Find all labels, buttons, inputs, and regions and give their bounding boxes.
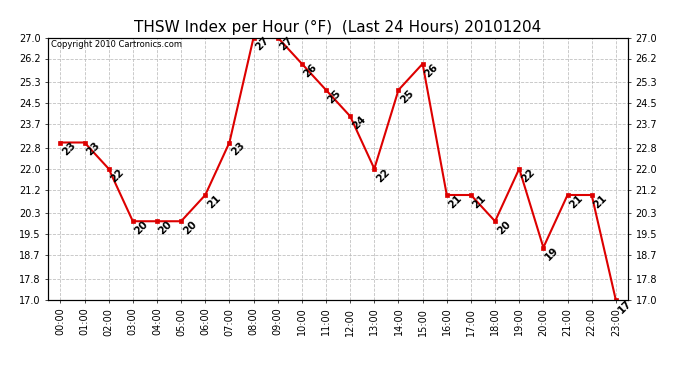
Text: 22: 22	[108, 167, 126, 184]
Text: 25: 25	[326, 88, 343, 105]
Text: 26: 26	[302, 62, 319, 79]
Text: 21: 21	[471, 193, 488, 210]
Text: 26: 26	[422, 62, 440, 79]
Text: 17: 17	[615, 298, 633, 315]
Text: 22: 22	[374, 167, 391, 184]
Text: 27: 27	[277, 35, 295, 53]
Text: 20: 20	[157, 219, 174, 237]
Title: THSW Index per Hour (°F)  (Last 24 Hours) 20101204: THSW Index per Hour (°F) (Last 24 Hours)…	[135, 20, 542, 35]
Text: 23: 23	[84, 141, 101, 158]
Text: Copyright 2010 Cartronics.com: Copyright 2010 Cartronics.com	[51, 40, 182, 49]
Text: 20: 20	[132, 219, 150, 237]
Text: 25: 25	[398, 88, 415, 105]
Text: 19: 19	[543, 246, 560, 263]
Text: 23: 23	[229, 141, 246, 158]
Text: 20: 20	[181, 219, 198, 237]
Text: 27: 27	[253, 35, 271, 53]
Text: 21: 21	[591, 193, 609, 210]
Text: 23: 23	[60, 141, 77, 158]
Text: 21: 21	[205, 193, 222, 210]
Text: 24: 24	[350, 114, 368, 132]
Text: 22: 22	[519, 167, 536, 184]
Text: 21: 21	[446, 193, 464, 210]
Text: 20: 20	[495, 219, 512, 237]
Text: 21: 21	[567, 193, 584, 210]
